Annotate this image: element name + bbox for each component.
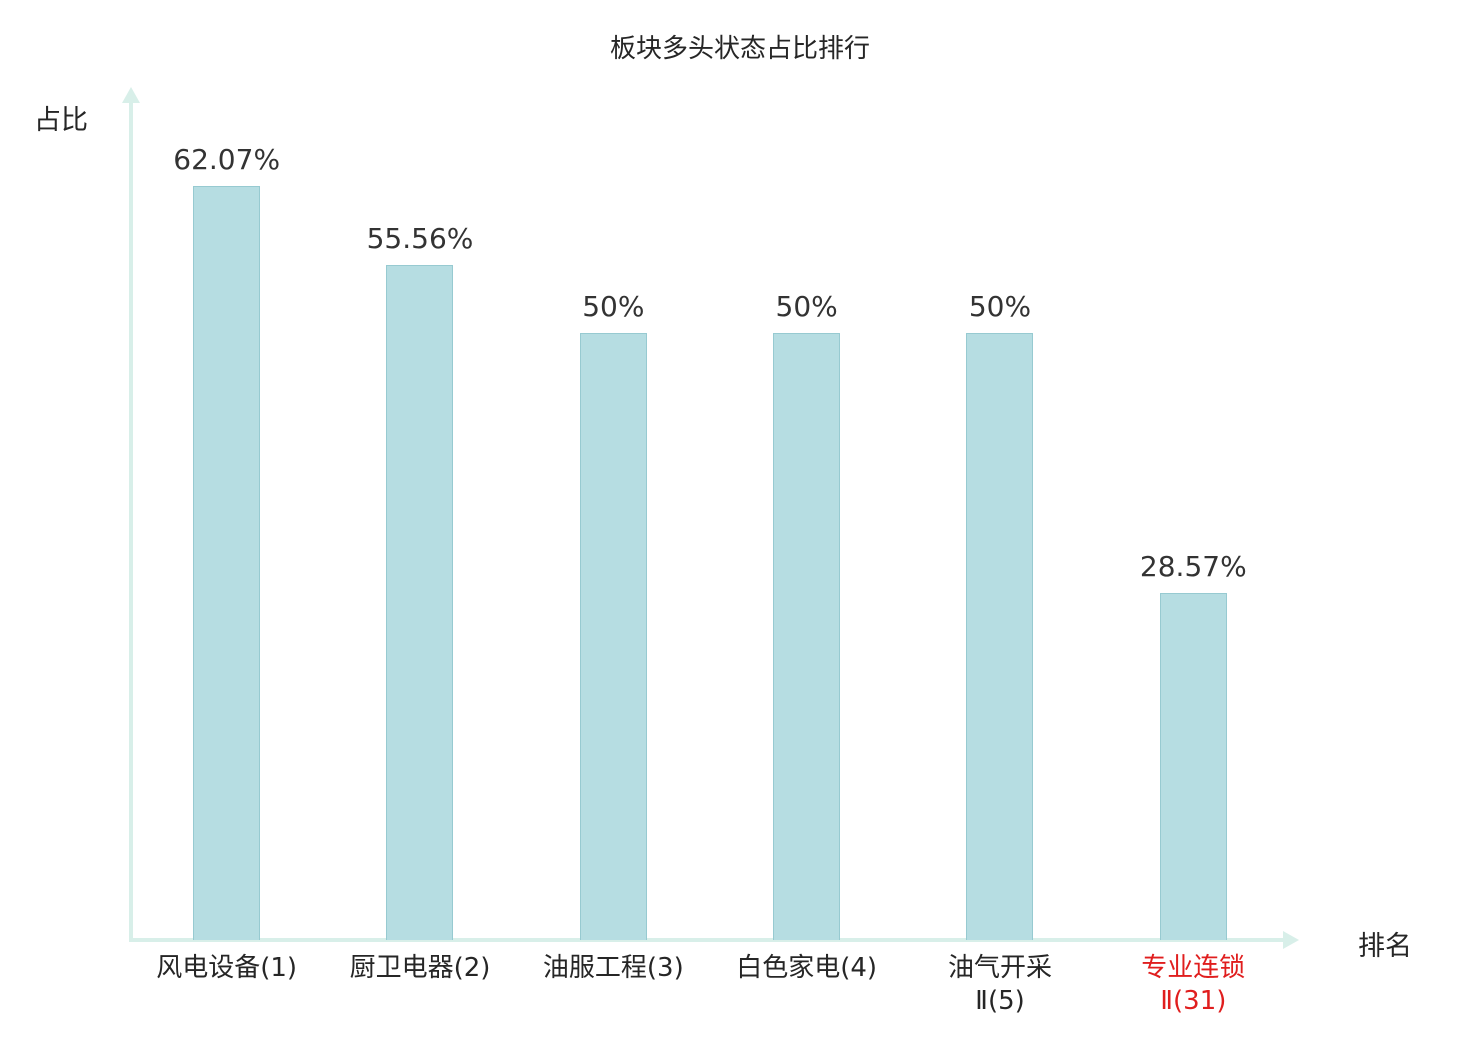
plot-area: 62.07% 55.56% 50% 50% 50% 28.57% bbox=[130, 90, 1290, 940]
bar-value-label: 50% bbox=[968, 290, 1032, 323]
x-axis-arrow-icon bbox=[1283, 931, 1299, 949]
bar bbox=[386, 265, 454, 940]
bar bbox=[1159, 593, 1227, 940]
chart-title: 板块多头状态占比排行 bbox=[609, 34, 870, 64]
y-axis-arrow-icon bbox=[122, 87, 140, 103]
bar bbox=[773, 333, 841, 940]
bar-value-label: 50% bbox=[582, 290, 645, 323]
bar bbox=[579, 333, 647, 940]
category-axis-labels: 风电设备(1) 厨卫电器(2) 油服工程(3) 白色家电(4) 油气开采 Ⅱ(5) 专业连锁… bbox=[130, 952, 1290, 1017]
bar-value-label: 62.07% bbox=[173, 143, 281, 176]
bar-column: 55.56% bbox=[323, 90, 516, 940]
bar-column: 50% bbox=[517, 90, 710, 940]
bar-column: 50% bbox=[903, 90, 1096, 940]
category-label: 白色家电(4) bbox=[736, 953, 878, 983]
category-label: 油服工程(3) bbox=[542, 953, 684, 983]
bar-value-label: 28.57% bbox=[1139, 550, 1247, 583]
category-label: 厨卫电器(2) bbox=[349, 953, 491, 983]
bar-value-label: 50% bbox=[775, 290, 838, 323]
x-axis-line bbox=[129, 938, 1285, 942]
bar bbox=[966, 333, 1034, 940]
category-label: 专业连锁 Ⅱ(31) bbox=[1141, 953, 1246, 1016]
bar bbox=[193, 186, 261, 940]
bar-column: 28.57% bbox=[1097, 90, 1290, 940]
bar-column: 50% bbox=[710, 90, 903, 940]
category-label: 风电设备(1) bbox=[156, 953, 298, 983]
y-axis-line bbox=[129, 100, 133, 942]
category-label: 油气开采 Ⅱ(5) bbox=[947, 953, 1052, 1016]
bar-value-label: 55.56% bbox=[366, 222, 474, 255]
x-axis-label: 排名 bbox=[1358, 931, 1412, 962]
bar-column: 62.07% bbox=[130, 90, 323, 940]
y-axis-label: 占比 bbox=[34, 105, 88, 136]
